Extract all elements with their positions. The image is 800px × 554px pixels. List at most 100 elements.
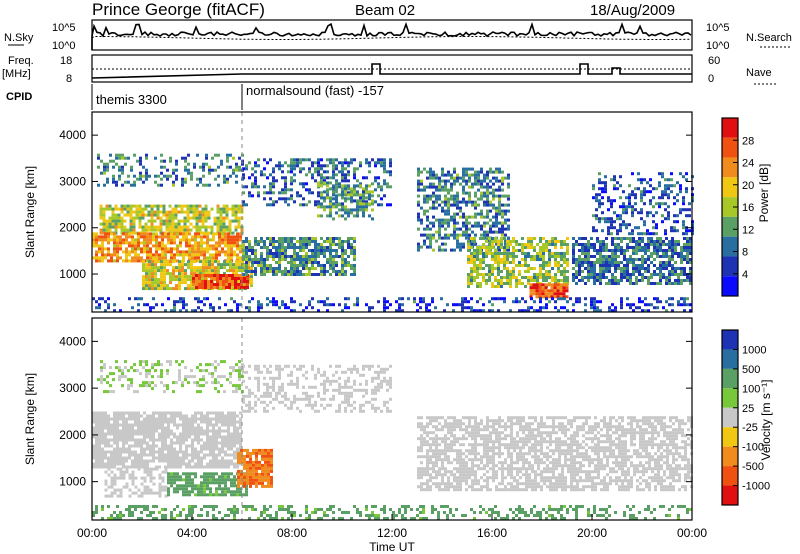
range-cell	[151, 284, 154, 288]
range-cell	[232, 369, 235, 373]
range-cell	[99, 231, 103, 235]
range-cell	[501, 215, 504, 219]
range-cell	[474, 203, 477, 207]
range-cell	[236, 247, 239, 251]
range-cell	[470, 297, 473, 301]
range-cell	[686, 303, 689, 307]
range-cell	[341, 170, 344, 174]
range-cell	[374, 200, 377, 204]
range-cell	[187, 381, 190, 385]
range-cell	[145, 174, 148, 178]
range-cell	[479, 282, 482, 285]
range-cell	[542, 261, 545, 264]
range-cell	[131, 453, 134, 457]
range-cell	[269, 264, 272, 267]
range-cell	[617, 255, 620, 258]
range-cell	[545, 246, 548, 249]
range-cell	[335, 261, 338, 264]
range-cell	[509, 261, 512, 264]
range-cell	[652, 214, 655, 218]
range-cell	[441, 248, 444, 252]
range-cell	[103, 390, 106, 394]
range-cell	[110, 438, 113, 442]
range-cell	[598, 181, 601, 185]
range-cell	[497, 243, 500, 246]
range-cell	[142, 278, 145, 282]
range-cell	[598, 193, 601, 197]
range-cell	[482, 267, 485, 270]
range-cell	[251, 173, 254, 177]
range-cell	[138, 219, 142, 223]
range-cell	[299, 203, 302, 207]
range-cell	[587, 249, 590, 252]
range-cell	[500, 243, 503, 246]
range-cell	[209, 438, 212, 442]
range-cell	[194, 244, 197, 248]
range-cell	[137, 459, 140, 463]
range-cell	[173, 300, 176, 304]
range-cell	[281, 246, 284, 249]
range-cell	[182, 459, 185, 463]
range-cell	[284, 303, 287, 307]
range-cell	[504, 221, 507, 225]
range-cell	[136, 390, 139, 394]
range-cell	[110, 417, 113, 421]
range-cell	[593, 249, 596, 252]
range-cell	[219, 283, 222, 286]
range-cell	[477, 176, 480, 180]
range-cell	[175, 177, 178, 181]
range-cell	[545, 264, 548, 267]
range-cell	[197, 253, 200, 257]
range-cell	[671, 255, 674, 258]
range-cell	[685, 172, 688, 176]
range-cell	[201, 219, 205, 223]
range-cell	[120, 228, 124, 232]
range-cell	[371, 182, 374, 186]
range-cell	[634, 196, 637, 200]
range-cell	[444, 212, 447, 216]
range-cell	[121, 372, 124, 376]
range-cell	[174, 207, 178, 211]
range-cell	[530, 267, 533, 270]
range-cell	[98, 456, 101, 460]
range-cell	[218, 429, 221, 433]
range-cell	[172, 272, 175, 276]
range-cell	[578, 267, 581, 270]
range-cell	[110, 426, 113, 430]
range-cell	[166, 369, 169, 373]
range-cell	[173, 241, 176, 245]
range-cell	[190, 266, 193, 270]
range-cell	[160, 159, 163, 163]
range-cell	[453, 215, 456, 219]
range-cell	[211, 156, 214, 160]
range-cell	[197, 426, 200, 430]
range-cell	[168, 210, 172, 214]
range-cell	[161, 411, 164, 415]
range-cell	[215, 253, 218, 257]
range-cell	[498, 209, 501, 213]
range-cell	[560, 258, 563, 261]
range-cell	[119, 438, 122, 442]
range-cell	[201, 280, 204, 283]
range-cell	[225, 204, 229, 208]
range-cell	[495, 215, 498, 219]
range-cell	[281, 176, 284, 180]
range-cell	[456, 227, 459, 231]
range-cell	[599, 273, 602, 276]
range-cell	[632, 237, 635, 240]
range-cell	[641, 276, 644, 279]
range-cell	[533, 276, 536, 279]
range-cell	[441, 170, 444, 174]
range-cell	[251, 249, 254, 252]
range-cell	[235, 363, 238, 367]
range-cell	[486, 191, 489, 195]
range-cell	[435, 188, 438, 192]
range-cell	[272, 176, 275, 180]
range-cell	[164, 438, 167, 442]
range-cell	[122, 459, 125, 463]
range-cell	[164, 232, 167, 236]
range-cell	[650, 252, 653, 255]
range-cell	[365, 208, 368, 212]
range-cell	[181, 183, 184, 187]
range-cell	[551, 243, 554, 246]
